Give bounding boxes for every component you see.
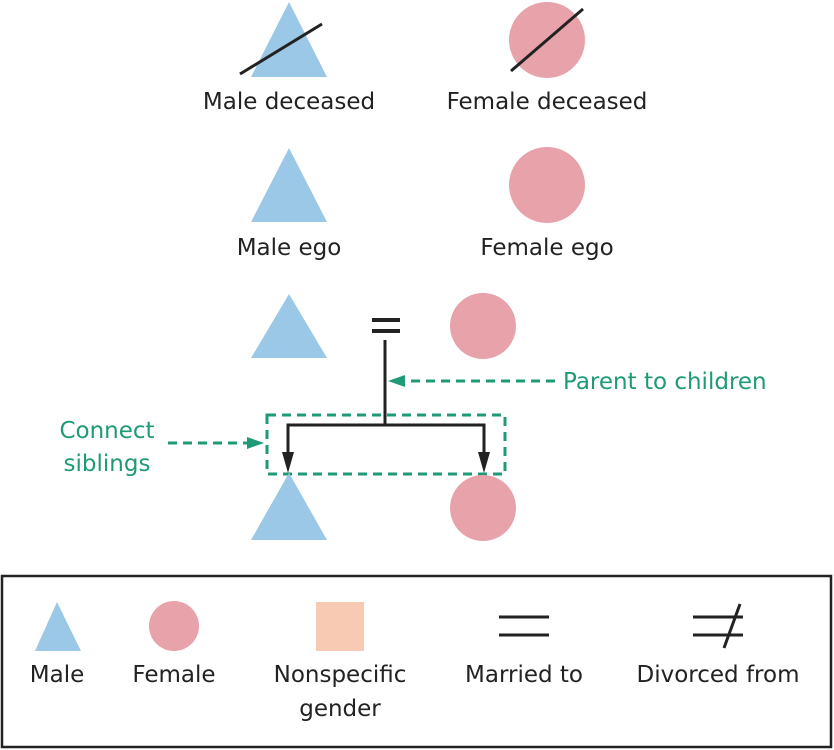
legend-divorced-label: Divorced from — [637, 662, 800, 688]
arrowhead-icon — [478, 452, 490, 473]
male-ego-label: Male ego — [237, 235, 342, 261]
daughter-circle-icon — [450, 475, 516, 541]
legend-nonspecific-label-2: gender — [299, 696, 381, 722]
male-deceased-symbol — [239, 2, 327, 77]
male-ego-triangle-icon — [251, 148, 327, 222]
married-sign-icon — [499, 615, 549, 637]
connect-siblings-label-1: Connect — [59, 418, 154, 444]
deceased-slash — [510, 7, 584, 73]
legend-box — [0, 574, 833, 749]
arrowhead-icon — [282, 452, 294, 473]
arrowhead-icon — [247, 437, 264, 449]
female-ego-circle-icon — [509, 147, 585, 223]
female-ego-label: Female ego — [480, 235, 613, 261]
legend: Male Female Nonspecific gender Married t… — [0, 574, 833, 749]
legend-female-label: Female — [132, 662, 215, 688]
nonspecific-square-icon — [316, 602, 364, 651]
son-triangle-icon — [251, 473, 327, 540]
arrowhead-icon — [388, 375, 405, 387]
parent-to-children-label: Parent to children — [563, 369, 767, 395]
female-deceased-symbol — [509, 2, 585, 78]
female-deceased-label: Female deceased — [447, 89, 648, 115]
mother-circle-icon — [450, 293, 516, 359]
legend-married-label: Married to — [465, 662, 583, 688]
male-deceased-label: Male deceased — [203, 89, 375, 115]
female-circle-icon — [149, 601, 199, 651]
male-triangle-icon — [35, 602, 81, 651]
divorced-sign-icon — [693, 603, 743, 649]
married-sign — [372, 318, 400, 333]
descent-lines — [286, 340, 486, 462]
father-triangle-icon — [251, 294, 327, 358]
legend-male-label: Male — [30, 662, 84, 688]
deceased-slash — [239, 22, 323, 76]
male-triangle-icon — [251, 2, 327, 77]
connect-siblings-label-2: siblings — [64, 451, 151, 477]
legend-nonspecific-label-1: Nonspecific — [274, 662, 407, 688]
